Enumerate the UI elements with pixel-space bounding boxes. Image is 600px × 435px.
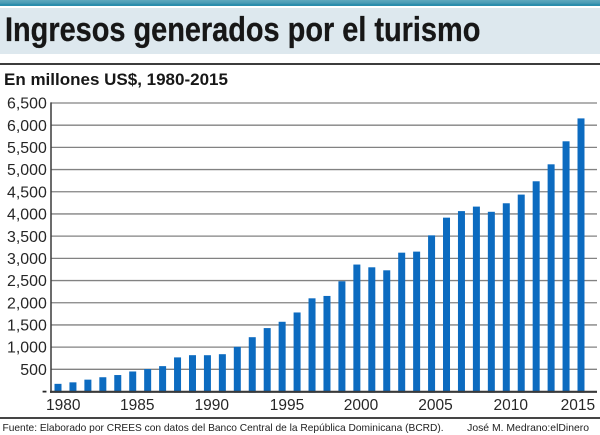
svg-text:1990: 1990 [195, 397, 230, 414]
svg-text:4,000: 4,000 [7, 207, 47, 224]
svg-text:5,000: 5,000 [7, 162, 47, 179]
svg-text:5,500: 5,500 [7, 140, 47, 157]
svg-text:2,500: 2,500 [7, 273, 47, 290]
svg-text:2005: 2005 [418, 397, 452, 414]
svg-text:4,500: 4,500 [7, 184, 47, 201]
svg-text:3,500: 3,500 [7, 229, 47, 246]
svg-text:2,000: 2,000 [7, 295, 47, 312]
svg-text:6,000: 6,000 [7, 118, 47, 135]
svg-text:2015: 2015 [561, 397, 595, 414]
svg-text:2010: 2010 [494, 397, 529, 414]
svg-text:1,000: 1,000 [7, 340, 47, 357]
svg-text:2000: 2000 [344, 397, 379, 414]
svg-text:1995: 1995 [270, 397, 304, 414]
svg-text:1,500: 1,500 [7, 318, 47, 335]
svg-text:500: 500 [20, 362, 47, 379]
svg-text:-: - [42, 383, 47, 400]
svg-text:1985: 1985 [120, 397, 154, 414]
svg-text:3,000: 3,000 [7, 251, 47, 268]
svg-text:6,500: 6,500 [7, 96, 47, 113]
svg-text:1980: 1980 [46, 397, 81, 414]
